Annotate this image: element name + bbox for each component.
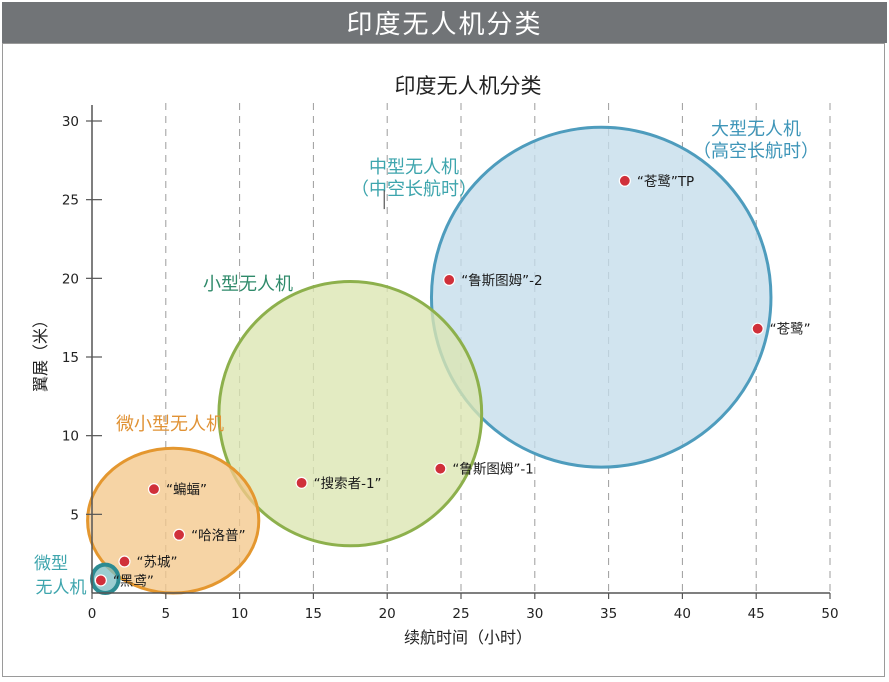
data-point bbox=[295, 476, 308, 489]
x-tick-label: 15 bbox=[305, 606, 322, 622]
point-label: “苍鹭” bbox=[770, 322, 811, 338]
point-label: “蝙蝠” bbox=[166, 482, 207, 498]
x-tick-label: 20 bbox=[379, 606, 396, 622]
point-label: “苏城” bbox=[136, 555, 177, 571]
category-bubble bbox=[217, 279, 484, 548]
x-tick-label: 35 bbox=[600, 606, 617, 622]
axis-layer: 0 5 10 15 20 25 30 35 40 45 50 5 10 15 20 25 30 bbox=[62, 105, 839, 622]
point-label: “苍鹭”TP bbox=[637, 174, 694, 190]
category-sublabel: 无人机 bbox=[36, 578, 87, 598]
y-tick-label: 30 bbox=[62, 114, 79, 130]
x-tick-label: 25 bbox=[452, 606, 469, 622]
data-point bbox=[94, 574, 107, 587]
data-point bbox=[118, 555, 131, 568]
category-label: 微小型无人机 bbox=[116, 414, 224, 435]
region-layer bbox=[86, 125, 773, 596]
point-layer bbox=[94, 174, 764, 587]
point-label: “鲁斯图姆”-2 bbox=[461, 273, 542, 289]
category-label: 中型无人机 bbox=[369, 157, 459, 178]
data-point bbox=[172, 528, 186, 541]
x-tick-label: 45 bbox=[748, 606, 765, 622]
category-label: 大型无人机 bbox=[711, 119, 801, 140]
point-label: “哈洛普” bbox=[191, 528, 246, 544]
data-point bbox=[751, 322, 764, 335]
y-tick-label: 25 bbox=[62, 193, 79, 209]
data-point bbox=[434, 462, 447, 475]
x-tick-label: 50 bbox=[821, 606, 838, 622]
point-label: “鲁斯图姆”-1 bbox=[452, 462, 533, 478]
banner-title: 印度无人机分类 bbox=[2, 2, 887, 43]
data-point bbox=[147, 483, 161, 496]
chart-title: 印度无人机分类 bbox=[395, 74, 542, 98]
x-axis-label: 续航时间（小时） bbox=[404, 628, 532, 647]
y-tick-label: 15 bbox=[62, 350, 79, 366]
y-tick-label: 10 bbox=[62, 429, 79, 445]
y-tick-label: 5 bbox=[70, 507, 79, 523]
data-point bbox=[618, 174, 631, 187]
y-tick-label: 20 bbox=[62, 271, 79, 287]
point-label: “黑鸢” bbox=[113, 573, 154, 589]
x-tick-label: 0 bbox=[88, 606, 97, 622]
x-tick-label: 40 bbox=[674, 606, 691, 622]
x-tick-label: 30 bbox=[526, 606, 543, 622]
y-axis-label: 翼展（米） bbox=[31, 312, 50, 392]
category-label: 微型 bbox=[34, 554, 68, 574]
x-tick-label: 5 bbox=[162, 606, 171, 622]
category-sublabel: （中空长航时） bbox=[351, 179, 477, 200]
category-sublabel: （高空长航时） bbox=[693, 141, 819, 162]
category-label: 小型无人机 bbox=[203, 274, 293, 295]
category-bubble bbox=[429, 125, 773, 469]
data-point bbox=[443, 273, 456, 287]
x-tick-label: 10 bbox=[231, 606, 248, 622]
point-label: “搜索者-1” bbox=[314, 476, 382, 492]
